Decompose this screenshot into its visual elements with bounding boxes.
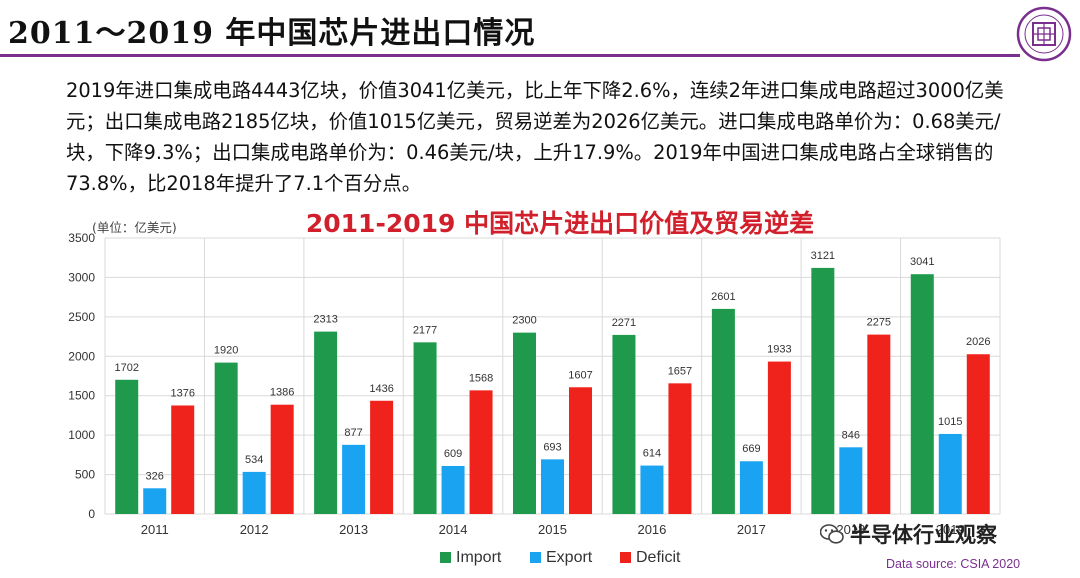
bar-export (242, 471, 266, 514)
page-title: 2011～2019 年中国芯片进出口情况 (8, 16, 536, 51)
x-tick-label: 2012 (240, 522, 269, 537)
data-label: 846 (842, 429, 860, 441)
bar-export (441, 465, 465, 514)
x-tick-label: 2013 (339, 522, 368, 537)
legend-swatch-export (530, 552, 541, 563)
data-label: 2313 (313, 314, 337, 326)
bar-export (640, 465, 664, 514)
data-label: 534 (245, 454, 263, 466)
data-label: 669 (742, 443, 760, 455)
chart-title: 2011-2019 中国芯片进出口价值及贸易逆差 (305, 209, 815, 238)
wechat-icon (820, 524, 844, 544)
data-label: 2601 (711, 291, 735, 303)
university-seal-logo (1016, 6, 1072, 62)
data-label: 614 (643, 448, 661, 460)
bar-import (314, 331, 338, 514)
data-label: 3121 (811, 250, 835, 262)
data-label: 609 (444, 448, 462, 460)
bar-import (711, 308, 735, 514)
y-tick-label: 2500 (68, 310, 95, 324)
data-label: 1607 (568, 369, 592, 381)
bar-deficit (370, 400, 394, 514)
bar-export (739, 461, 763, 514)
bar-deficit (469, 390, 493, 514)
data-label: 1920 (214, 345, 238, 357)
legend-label-export: Export (546, 549, 593, 566)
data-label: 1376 (170, 387, 194, 399)
data-label: 326 (146, 470, 164, 482)
bar-deficit (668, 383, 692, 514)
data-label: 1933 (767, 344, 791, 356)
bar-export (541, 459, 564, 514)
data-source: Data source: CSIA 2020 (886, 557, 1021, 571)
bar-export (938, 433, 962, 514)
bar-export (342, 444, 366, 514)
bar-deficit (767, 361, 791, 514)
x-tick-label: 2019 (936, 522, 965, 537)
title-divider (0, 54, 1020, 57)
bar-chart: (单位：亿美元) 0 500 1000 1500 2000 2500 3000 3500 1702… (68, 220, 1001, 566)
x-tick-label: 2014 (439, 522, 468, 537)
legend-label-deficit: Deficit (636, 549, 681, 566)
data-label: 2177 (413, 324, 437, 336)
data-label: 2275 (867, 317, 891, 329)
y-tick-label: 1000 (68, 428, 95, 442)
x-tick-label: 2016 (637, 522, 666, 537)
summary-paragraph: 2019年进口集成电路4443亿块，价值3041亿美元，比上年下降2.6%，连续… (66, 79, 1004, 195)
bar-deficit (867, 334, 891, 514)
bar-import (115, 379, 139, 514)
bar-deficit (171, 405, 195, 514)
y-unit-label: (单位：亿美元) (92, 220, 177, 235)
data-label: 1015 (938, 416, 962, 428)
watermark: 半导体行业观察 (820, 519, 997, 549)
bar-deficit (569, 387, 592, 514)
y-tick-label: 500 (75, 468, 95, 482)
data-label: 693 (543, 441, 561, 453)
data-label: 2300 (512, 315, 536, 327)
x-tick-label: 2015 (538, 522, 567, 537)
data-label: 1386 (270, 387, 294, 399)
legend-swatch-import (440, 552, 451, 563)
data-label: 2271 (612, 317, 636, 329)
x-tick-label: 2018 (836, 522, 865, 537)
y-tick-label: 2000 (68, 349, 95, 363)
x-tick-label: 2011 (141, 522, 169, 537)
data-label: 3041 (910, 256, 934, 268)
bar-deficit (966, 354, 990, 514)
data-label: 1657 (668, 365, 692, 377)
bar-deficit (270, 404, 294, 514)
legend-label-import: Import (456, 549, 502, 566)
watermark-text: 半导体行业观察 (850, 523, 997, 547)
data-label: 1568 (469, 372, 493, 384)
y-tick-label: 3500 (68, 231, 95, 245)
bar-import (214, 362, 238, 514)
bar-import (413, 342, 437, 514)
y-tick-label: 1500 (68, 389, 95, 403)
data-label: 2026 (966, 336, 990, 348)
bar-import (910, 274, 934, 514)
bar-import (811, 267, 835, 514)
bar-export (143, 488, 167, 514)
data-label: 877 (344, 427, 362, 439)
data-label: 1436 (369, 383, 393, 395)
bar-import (612, 334, 636, 514)
bar-export (839, 447, 863, 514)
legend-swatch-deficit (620, 552, 631, 563)
data-label: 1702 (114, 362, 138, 374)
bar-import (513, 332, 536, 514)
y-tick-label: 3000 (68, 270, 95, 284)
x-tick-label: 2017 (737, 522, 766, 537)
y-tick-label: 0 (88, 507, 95, 521)
